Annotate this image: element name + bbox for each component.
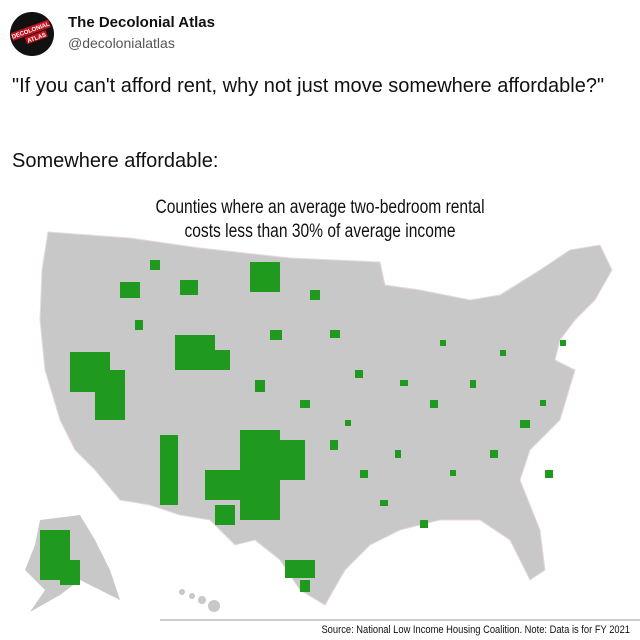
county-patch xyxy=(540,400,546,406)
avatar-logo: DECOLONIAL ATLAS xyxy=(10,12,54,56)
county-patch xyxy=(280,440,305,480)
county-patch xyxy=(60,560,80,585)
county-patch xyxy=(330,330,340,338)
county-patch xyxy=(470,380,476,388)
county-patch xyxy=(205,470,240,500)
county-patch xyxy=(300,400,310,408)
avatar[interactable]: DECOLONIAL ATLAS xyxy=(10,12,54,56)
account-name[interactable]: The Decolonial Atlas xyxy=(68,14,215,31)
county-patch xyxy=(345,420,351,426)
map-title: Counties where an average two-bedroom re… xyxy=(140,196,501,244)
map-title-line: Counties where an average two-bedroom re… xyxy=(155,197,485,218)
county-patch xyxy=(500,350,506,356)
county-patch xyxy=(160,435,178,505)
county-patch xyxy=(310,290,320,300)
county-patch xyxy=(255,380,265,392)
county-patch xyxy=(95,370,125,420)
map-source: Source: National Low Income Housing Coal… xyxy=(321,624,630,636)
map xyxy=(25,231,640,621)
map-title-line: costs less than 30% of average income xyxy=(184,221,456,242)
county-patch xyxy=(330,440,338,450)
county-patch xyxy=(205,350,230,370)
county-patch xyxy=(545,470,553,478)
avatar-band xyxy=(24,30,48,45)
county-patch xyxy=(150,260,160,270)
tweet-caption: Somewhere affordable: xyxy=(12,150,219,172)
county-patch xyxy=(285,560,315,578)
us-mainland xyxy=(39,231,613,606)
county-patch xyxy=(395,450,401,458)
hawaii xyxy=(179,589,220,612)
county-patch xyxy=(420,520,428,528)
account-handle[interactable]: @decolonialatlas xyxy=(68,35,175,51)
county-patch xyxy=(215,505,235,525)
county-patch xyxy=(240,430,280,520)
county-patch xyxy=(360,470,368,478)
county-patch xyxy=(355,370,363,378)
county-patch xyxy=(300,580,310,592)
avatar-band xyxy=(10,19,51,41)
tweet-text: "If you can't afford rent, why not just … xyxy=(12,75,605,97)
affordable-counties xyxy=(40,260,566,592)
county-patch xyxy=(270,330,282,340)
county-patch xyxy=(490,450,498,458)
county-patch xyxy=(135,320,143,330)
county-patch xyxy=(250,262,280,292)
county-patch xyxy=(120,282,140,298)
county-patch xyxy=(430,400,438,408)
county-patch xyxy=(520,420,530,428)
county-patch xyxy=(400,380,408,386)
county-patch xyxy=(560,340,566,346)
county-patch xyxy=(380,500,388,506)
county-patch xyxy=(180,280,198,295)
county-patch xyxy=(440,340,446,346)
county-patch xyxy=(450,470,456,476)
